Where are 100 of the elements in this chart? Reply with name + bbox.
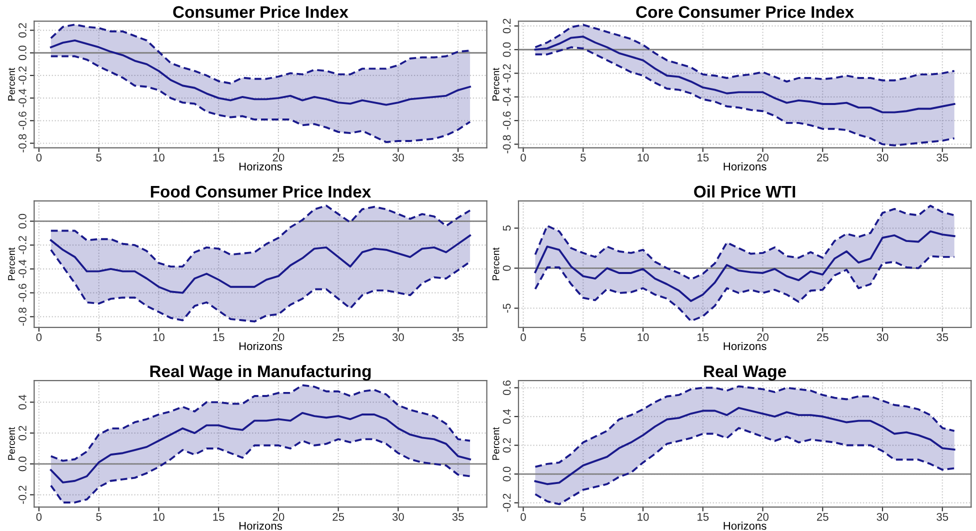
y-tick-label: 0.2	[18, 23, 26, 38]
y-axis-title: Percent	[8, 247, 15, 280]
y-tick-label: -0.4	[502, 88, 511, 106]
y-axis-title: Percent	[8, 427, 15, 460]
x-tick-label: 25	[332, 333, 344, 342]
chart-title: Oil Price WTI	[694, 185, 796, 198]
x-tick-label: 10	[153, 333, 164, 342]
x-tick-label: 30	[392, 512, 404, 521]
x-tick-label: 10	[153, 154, 164, 162]
x-tick-label: 25	[817, 333, 828, 342]
y-tick-label: 0.2	[502, 438, 511, 453]
y-tick-label: 0.2	[18, 426, 26, 440]
y-tick-label: 0.6	[502, 380, 511, 396]
x-tick-label: 35	[936, 333, 948, 342]
y-tick-label: -0.6	[18, 112, 26, 130]
x-tick-label: 10	[638, 512, 649, 521]
line-series	[534, 230, 956, 302]
x-axis-title: Horizons	[239, 342, 282, 350]
x-tick-label: 20	[757, 333, 769, 342]
y-tick-label: -0.2	[502, 494, 511, 512]
x-tick-label: 0	[36, 154, 42, 162]
y-tick-label: 0.4	[18, 394, 26, 410]
y-tick-label: -0.8	[502, 135, 511, 154]
x-tick-label: 15	[213, 154, 224, 162]
y-tick-label: -0.6	[18, 284, 26, 302]
x-tick-label: 5	[96, 333, 102, 342]
line-series	[50, 55, 472, 144]
chart-title: Food Consumer Price Index	[150, 185, 372, 198]
y-axis-title: Percent	[492, 247, 500, 280]
line-series	[50, 24, 472, 84]
x-tick-label: 15	[698, 333, 709, 342]
y-tick-label: -5	[502, 304, 511, 313]
x-tick-label: 30	[876, 333, 888, 342]
x-tick-label: 10	[638, 333, 649, 342]
x-tick-label: 10	[638, 154, 649, 162]
x-tick-label: 35	[936, 154, 948, 162]
x-tick-label: 35	[452, 154, 464, 162]
y-tick-label: -0.2	[18, 486, 26, 504]
x-tick-label: 25	[817, 154, 828, 162]
x-tick-label: 5	[580, 333, 586, 342]
line-series	[50, 39, 472, 106]
y-tick-label: -0.2	[18, 236, 26, 254]
x-tick-label: 15	[698, 154, 709, 162]
x-tick-label: 0	[520, 512, 526, 521]
x-tick-label: 20	[757, 154, 769, 162]
line-series	[50, 384, 472, 462]
x-tick-label: 15	[698, 513, 709, 521]
y-tick-label: 0.0	[18, 46, 26, 60]
line-series	[50, 412, 472, 484]
x-tick-label: 0	[36, 512, 42, 521]
x-tick-label: 35	[452, 333, 464, 342]
line-series	[50, 248, 472, 322]
y-tick-label: 0.2	[502, 18, 511, 34]
x-tick-label: 20	[272, 333, 284, 342]
chart-title: Consumer Price Index	[173, 6, 348, 18]
x-tick-label: 15	[213, 513, 224, 521]
x-tick-label: 15	[213, 333, 224, 342]
x-tick-label: 35	[936, 512, 948, 521]
x-tick-label: 0	[36, 333, 42, 342]
x-axis-title: Horizons	[239, 522, 282, 530]
y-tick-label: -0.4	[18, 88, 26, 108]
y-tick-label: -0.8	[18, 134, 26, 152]
x-tick-label: 30	[392, 154, 404, 162]
x-tick-label: 35	[452, 512, 464, 521]
x-tick-label: 5	[580, 513, 586, 521]
x-tick-label: 0	[520, 154, 526, 162]
y-tick-label: 5	[502, 226, 511, 231]
chart-title: Real Wage	[704, 364, 786, 381]
x-axis-title: Horizons	[239, 162, 282, 170]
y-axis-title: Percent	[8, 68, 15, 100]
y-axis-title: Percent	[492, 68, 500, 100]
x-tick-label: 20	[272, 154, 284, 162]
line-series	[50, 204, 472, 268]
line-series	[534, 406, 956, 486]
y-axis-title: Percent	[492, 427, 500, 460]
line-series	[50, 234, 472, 294]
y-tick-label: 0	[502, 266, 511, 271]
y-tick-label: 0.0	[18, 214, 26, 228]
line-series	[534, 204, 956, 280]
x-tick-label: 30	[392, 333, 404, 342]
x-tick-label: 30	[876, 512, 888, 521]
line-series	[534, 427, 956, 506]
y-tick-label: 0.0	[18, 456, 26, 472]
x-tick-label: 5	[96, 154, 102, 162]
y-tick-label: -0.8	[18, 308, 26, 326]
x-tick-label: 10	[153, 512, 164, 521]
y-tick-label: 0.0	[502, 42, 511, 57]
line-series	[534, 255, 956, 322]
x-tick-label: 0	[520, 333, 526, 342]
line-series	[534, 46, 956, 146]
x-tick-label: 5	[96, 513, 102, 521]
chart-title: Real Wage in Manufacturing	[150, 364, 371, 381]
y-tick-label: -0.2	[18, 66, 26, 85]
y-tick-label: -0.2	[502, 64, 511, 82]
x-tick-label: 20	[757, 512, 769, 521]
x-axis-title: Horizons	[724, 162, 766, 170]
line-series	[534, 385, 956, 468]
x-tick-label: 25	[817, 512, 828, 521]
chart-title: Core Consumer Price Index	[636, 6, 854, 18]
y-tick-label: -0.4	[18, 260, 26, 278]
